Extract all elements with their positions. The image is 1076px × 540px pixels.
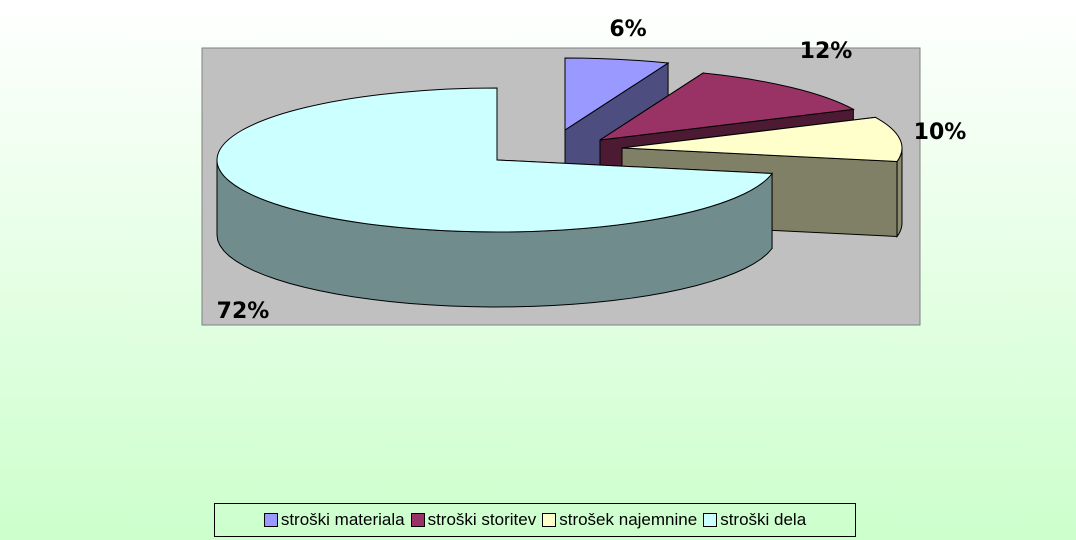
- legend: stroški materiala stroški storitev strošek…: [214, 503, 856, 537]
- legend-swatch: [410, 513, 425, 527]
- legend-swatch: [703, 513, 718, 527]
- legend-swatch: [263, 513, 278, 527]
- legend-label: stroški storitev: [427, 510, 537, 529]
- slice-top: [216, 87, 774, 233]
- slice-top: [564, 57, 670, 131]
- data-label: 10%: [914, 120, 967, 145]
- legend-item: stroški storitev: [410, 510, 537, 530]
- slice-top: [621, 116, 903, 163]
- legend-swatch: [542, 513, 557, 527]
- legend-label: stroški materiala: [280, 510, 405, 529]
- data-label: 6%: [609, 17, 646, 42]
- legend-label: stroški dela: [720, 510, 807, 529]
- legend-item: strošek najemnine: [542, 510, 697, 530]
- data-label: 72%: [217, 299, 270, 324]
- legend-item: stroški materiala: [263, 510, 405, 530]
- slice: [216, 87, 774, 308]
- legend-item: stroški dela: [703, 510, 806, 530]
- legend-label: strošek najemnine: [559, 510, 698, 529]
- data-label: 12%: [800, 39, 853, 64]
- slice-top: [599, 72, 855, 141]
